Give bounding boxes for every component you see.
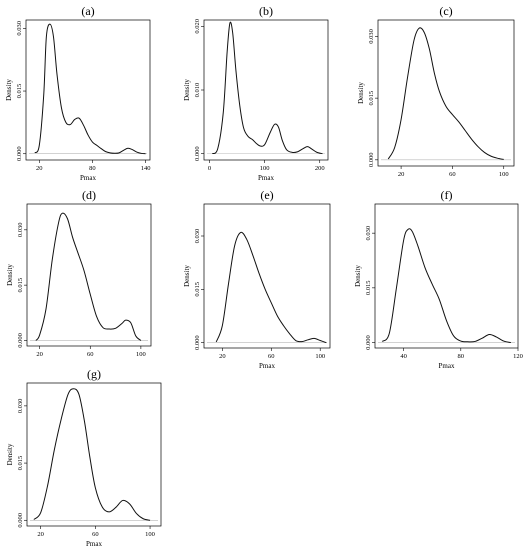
y-axis-label: Density	[6, 443, 14, 465]
x-tick-label: 200	[315, 165, 325, 172]
x-axis-label: Pmax	[259, 362, 275, 370]
x-tick-label: 100	[499, 171, 509, 178]
x-tick-label: 40	[400, 353, 407, 360]
y-tick-label: 0.015	[16, 84, 23, 99]
x-tick-label: 20	[398, 171, 405, 178]
panel-title: (d)	[82, 188, 96, 202]
y-axis-label: Density	[5, 79, 13, 101]
y-tick-label: 0.000	[365, 335, 372, 350]
panel-f: (f) 40 80 120 0.000 0.015 0.030 Density Pmax	[354, 188, 523, 370]
y-tick-label: 0.000	[194, 146, 201, 161]
y-tick-label: 0.030	[16, 21, 23, 36]
panel-title: (a)	[81, 4, 94, 18]
y-tick-label: 0.030	[17, 223, 24, 238]
x-tick-label: 20	[37, 531, 44, 538]
x-axis-label: Pmax	[258, 174, 274, 182]
y-tick-label: 0.030	[368, 29, 375, 44]
x-axis-label: Pmax	[439, 362, 455, 370]
y-tick-label: 0.015	[194, 282, 201, 297]
y-tick-label: 0.010	[194, 83, 201, 98]
y-axis-label: Density	[183, 79, 191, 101]
x-tick-label: 60	[449, 171, 456, 178]
panel-title: (c)	[439, 4, 452, 18]
plot-frame	[377, 19, 515, 167]
x-tick-label: 20	[219, 353, 226, 360]
x-tick-label: 80	[458, 353, 465, 360]
x-tick-label: 120	[513, 353, 523, 360]
panel-title: (g)	[87, 367, 101, 381]
y-tick-label: 0.015	[17, 456, 24, 471]
y-tick-label: 0.020	[194, 19, 201, 34]
panel-g: (g) 20 60 100 0.000 0.015 0.030 Density Pmax	[6, 367, 162, 548]
panel-d: (d) 20 60 100 0.000 0.015 0.030 Density	[6, 188, 152, 358]
x-tick-label: 100	[260, 165, 270, 172]
x-tick-label: 60	[87, 351, 94, 358]
y-tick-label: 0.000	[194, 335, 201, 350]
panel-title: (b)	[259, 4, 273, 18]
y-tick-label: 0.000	[368, 153, 375, 168]
y-axis-label: Density	[357, 82, 365, 104]
panel-e: (e) 20 60 100 0.000 0.015 0.030 Density Pmax	[183, 188, 331, 370]
x-tick-label: 100	[315, 353, 325, 360]
panel-a: (a) 20 80 140 0.000 0.015 0.030 Density Pmax	[5, 4, 150, 182]
y-tick-label: 0.030	[365, 226, 372, 241]
x-tick-label: 20	[36, 351, 43, 358]
x-axis-label: Pmax	[86, 540, 102, 548]
panel-title: (f)	[441, 188, 453, 202]
y-axis-label: Density	[354, 265, 362, 287]
plot-frame	[26, 382, 162, 527]
y-tick-label: 0.015	[365, 281, 372, 296]
panel-c: (c) 20 60 100 0.000 0.015 0.030 Density	[357, 4, 515, 178]
x-tick-label: 80	[89, 165, 96, 172]
y-tick-label: 0.030	[17, 399, 24, 414]
plot-frame	[26, 203, 152, 347]
y-tick-label: 0.015	[17, 278, 24, 293]
density-curve	[381, 228, 511, 344]
y-axis-label: Density	[183, 265, 191, 287]
plot-frame	[203, 203, 331, 349]
x-tick-label: 140	[141, 165, 151, 172]
x-tick-label: 60	[268, 353, 275, 360]
panel-b: (b) 0 100 200 0.000 0.010 0.020 Density Pmax	[183, 4, 329, 182]
y-tick-label: 0.000	[17, 333, 24, 348]
plot-frame	[25, 19, 151, 161]
y-tick-label: 0.030	[194, 229, 201, 244]
density-curve	[211, 21, 323, 155]
plot-frame	[203, 19, 329, 161]
x-tick-label: 0	[208, 165, 211, 172]
x-axis-label: Pmax	[80, 174, 96, 182]
panel-title: (e)	[260, 188, 273, 202]
density-curve	[215, 231, 327, 344]
density-curve	[387, 27, 504, 160]
x-tick-label: 100	[136, 351, 146, 358]
y-tick-label: 0.000	[17, 513, 24, 528]
density-curve	[35, 212, 142, 341]
x-tick-label: 20	[36, 165, 43, 172]
density-curve	[33, 388, 151, 521]
x-tick-label: 100	[145, 531, 155, 538]
y-axis-label: Density	[6, 264, 14, 286]
x-tick-label: 60	[92, 531, 99, 538]
plot-frame	[374, 203, 519, 349]
density-curve	[34, 23, 146, 155]
y-tick-label: 0.000	[16, 146, 23, 161]
y-tick-label: 0.015	[368, 91, 375, 106]
